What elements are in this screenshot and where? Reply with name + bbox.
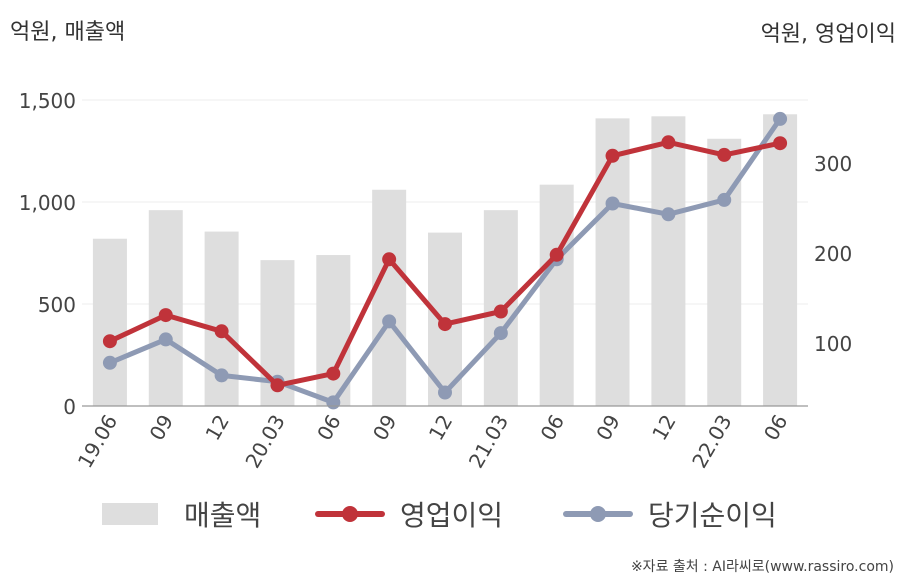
left-tick-label: 1,000 [19,191,76,215]
point-당기순이익 [326,395,341,410]
point-당기순이익 [102,355,117,370]
point-당기순이익 [214,368,229,383]
point-당기순이익 [382,314,397,329]
right-tick-label: 100 [814,332,852,356]
point-영업이익 [605,148,620,163]
point-당기순이익 [717,192,732,207]
legend: 매출액 영업이익 당기순이익 [102,499,777,532]
point-영업이익 [158,308,173,323]
point-당기순이익 [158,332,173,347]
point-영업이익 [549,247,564,262]
revenue-bar [539,184,574,406]
revenue-bar [595,118,630,407]
x-tick-label: 21.03 [464,411,513,473]
revenue-bar [148,210,183,406]
x-tick-label: 22.03 [687,411,736,473]
point-영업이익 [717,147,732,162]
right-tick-label: 200 [814,242,852,266]
revenue-bar [651,116,686,406]
point-당기순이익 [661,207,676,222]
x-tick-label: 06 [759,411,793,445]
revenue-bars [92,114,798,407]
x-tick-label: 20.03 [240,411,289,473]
legend-label: 당기순이익 [648,499,777,532]
point-영업이익 [270,378,285,393]
revenue-bar [372,189,407,406]
left-axis-unit-label: 억원, 매출액 [10,20,126,45]
point-영업이익 [102,334,117,349]
point-당기순이익 [438,385,452,400]
right-tick-label: 300 [814,152,852,176]
x-tick-label: 12 [647,411,681,445]
point-영업이익 [661,135,676,150]
source-note: ※자료 출처 : AI라씨로(www.rassiro.com) [630,559,894,575]
legend-swatch-marker [342,506,358,522]
legend-swatch-bar [102,503,158,525]
legend-label: 영업이익 [400,499,503,532]
point-영업이익 [773,136,788,151]
point-당기순이익 [773,111,788,126]
revenue-bar [316,255,351,406]
revenue-bar [763,114,798,406]
x-tick-label: 12 [200,411,234,445]
x-tick-label: 09 [591,411,625,445]
x-tick-label: 12 [424,411,458,445]
point-당기순이익 [605,196,620,211]
x-tick-label: 09 [368,411,402,445]
left-tick-label: 500 [38,293,76,317]
left-tick-label: 0 [63,395,76,419]
point-당기순이익 [493,326,508,341]
revenue-bar [92,238,127,406]
left-tick-label: 1,500 [19,89,76,113]
legend-swatch-marker [590,506,606,522]
x-tick-label: 06 [312,411,346,445]
x-tick-label: 06 [536,411,570,445]
point-영업이익 [493,304,508,319]
point-영업이익 [382,252,397,267]
point-영업이익 [214,324,229,339]
legend-label: 매출액 [184,499,261,532]
point-영업이익 [326,366,341,381]
x-tick-label: 09 [145,411,179,445]
x-tick-label: 19.06 [73,411,122,473]
right-axis-unit-label: 억원, 영업이익 [760,22,896,47]
profit-lines [102,111,788,410]
point-영업이익 [438,317,452,332]
